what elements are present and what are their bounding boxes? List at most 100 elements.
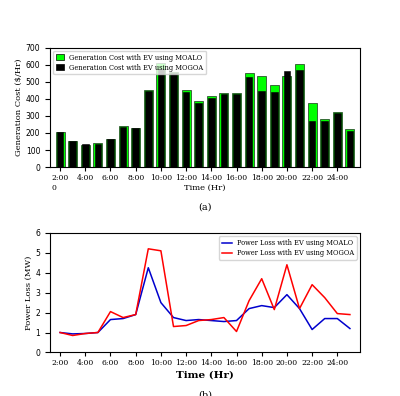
Bar — [282, 76, 292, 167]
Bar — [244, 74, 254, 167]
Power Loss with EV using MOGOA — [284, 263, 289, 267]
Bar — [93, 143, 102, 167]
Power Loss with EV using MOGOA — [209, 317, 214, 322]
Bar — [169, 72, 178, 167]
Bar — [82, 145, 88, 167]
Power Loss with EV using MOGOA — [146, 246, 151, 251]
Bar — [233, 94, 240, 167]
Bar — [257, 76, 266, 167]
Power Loss with EV using MOALO — [146, 265, 151, 270]
Power Loss with EV using MOALO — [247, 306, 252, 311]
Text: 0: 0 — [51, 184, 56, 192]
Bar — [170, 74, 177, 167]
Power Loss with EV using MOALO — [297, 306, 302, 311]
Power Loss with EV using MOGOA — [121, 315, 126, 320]
Power Loss with EV using MOALO — [83, 331, 88, 336]
Legend: Power Loss with EV using MOALO, Power Loss with EV using MOGOA: Power Loss with EV using MOALO, Power Lo… — [219, 236, 357, 259]
Power Loss with EV using MOGOA — [171, 324, 176, 329]
Bar — [57, 132, 63, 167]
Bar — [320, 119, 329, 167]
Bar — [295, 64, 304, 167]
Bar — [208, 97, 214, 167]
Power Loss with EV using MOALO — [209, 318, 214, 323]
Power Loss with EV using MOALO — [171, 315, 176, 320]
Power Loss with EV using MOGOA — [196, 318, 201, 323]
Power Loss with EV using MOGOA — [310, 282, 314, 287]
Power Loss with EV using MOGOA — [234, 329, 239, 334]
Bar — [183, 92, 189, 167]
Bar — [70, 141, 76, 167]
Bar — [131, 128, 140, 167]
Bar — [132, 128, 139, 167]
Power Loss with EV using MOGOA — [259, 276, 264, 281]
Power Loss with EV using MOGOA — [272, 307, 277, 312]
Bar — [347, 131, 353, 167]
Bar — [296, 70, 303, 167]
Bar — [156, 63, 166, 167]
Power Loss with EV using MOGOA — [297, 306, 302, 311]
Power Loss with EV using MOALO — [196, 317, 201, 322]
Bar — [107, 139, 114, 167]
Text: (b): (b) — [198, 391, 212, 396]
Bar — [334, 113, 340, 167]
Power Loss with EV using MOALO — [310, 327, 314, 332]
Power Loss with EV using MOALO — [259, 303, 264, 308]
Line: Power Loss with EV using MOGOA: Power Loss with EV using MOGOA — [60, 249, 350, 335]
Power Loss with EV using MOGOA — [222, 315, 226, 320]
Power Loss with EV using MOALO — [234, 318, 239, 323]
Power Loss with EV using MOALO — [335, 316, 340, 321]
Power Loss with EV using MOGOA — [83, 331, 88, 336]
Bar — [144, 90, 153, 167]
Y-axis label: Generation Cost ($/Hr): Generation Cost ($/Hr) — [15, 59, 23, 156]
Power Loss with EV using MOGOA — [335, 311, 340, 316]
Power Loss with EV using MOALO — [158, 300, 163, 305]
Bar — [333, 112, 342, 167]
Bar — [322, 121, 328, 167]
Bar — [219, 93, 228, 167]
Bar — [246, 77, 252, 167]
Bar — [284, 70, 290, 167]
Bar — [308, 103, 317, 167]
Legend: Generation Cost with EV using MOALO, Generation Cost with EV using MOGOA: Generation Cost with EV using MOALO, Gen… — [53, 51, 206, 74]
Bar — [271, 91, 278, 167]
Bar — [56, 132, 65, 167]
Line: Power Loss with EV using MOALO: Power Loss with EV using MOALO — [60, 268, 350, 334]
Bar — [194, 101, 203, 167]
Bar — [270, 86, 279, 167]
Bar — [120, 127, 126, 167]
Power Loss with EV using MOALO — [348, 326, 352, 331]
Bar — [309, 121, 315, 167]
Power Loss with EV using MOGOA — [133, 312, 138, 317]
Bar — [145, 91, 152, 167]
Bar — [232, 93, 241, 167]
Bar — [221, 95, 227, 167]
Power Loss with EV using MOALO — [184, 318, 188, 323]
Power Loss with EV using MOGOA — [247, 298, 252, 303]
Bar — [118, 126, 128, 167]
Power Loss with EV using MOALO — [272, 305, 277, 310]
Power Loss with EV using MOALO — [222, 319, 226, 324]
Text: (a): (a) — [198, 203, 212, 212]
Power Loss with EV using MOGOA — [96, 330, 100, 335]
Power Loss with EV using MOALO — [58, 330, 62, 335]
X-axis label: Time (Hr): Time (Hr) — [176, 370, 234, 379]
Bar — [258, 91, 265, 167]
Power Loss with EV using MOALO — [121, 316, 126, 321]
X-axis label: Time (Hr): Time (Hr) — [184, 183, 226, 191]
Bar — [196, 103, 202, 167]
Power Loss with EV using MOALO — [322, 316, 327, 321]
Power Loss with EV using MOGOA — [158, 248, 163, 253]
Bar — [95, 143, 101, 167]
Bar — [207, 96, 216, 167]
Power Loss with EV using MOGOA — [184, 323, 188, 328]
Bar — [345, 129, 354, 167]
Bar — [68, 141, 77, 167]
Power Loss with EV using MOALO — [108, 317, 113, 322]
Power Loss with EV using MOGOA — [108, 309, 113, 314]
Power Loss with EV using MOALO — [133, 312, 138, 317]
Y-axis label: Power Loss (MW): Power Loss (MW) — [25, 255, 33, 330]
Power Loss with EV using MOGOA — [58, 330, 62, 335]
Power Loss with EV using MOALO — [96, 330, 100, 335]
Power Loss with EV using MOALO — [70, 331, 75, 336]
Power Loss with EV using MOGOA — [348, 312, 352, 317]
